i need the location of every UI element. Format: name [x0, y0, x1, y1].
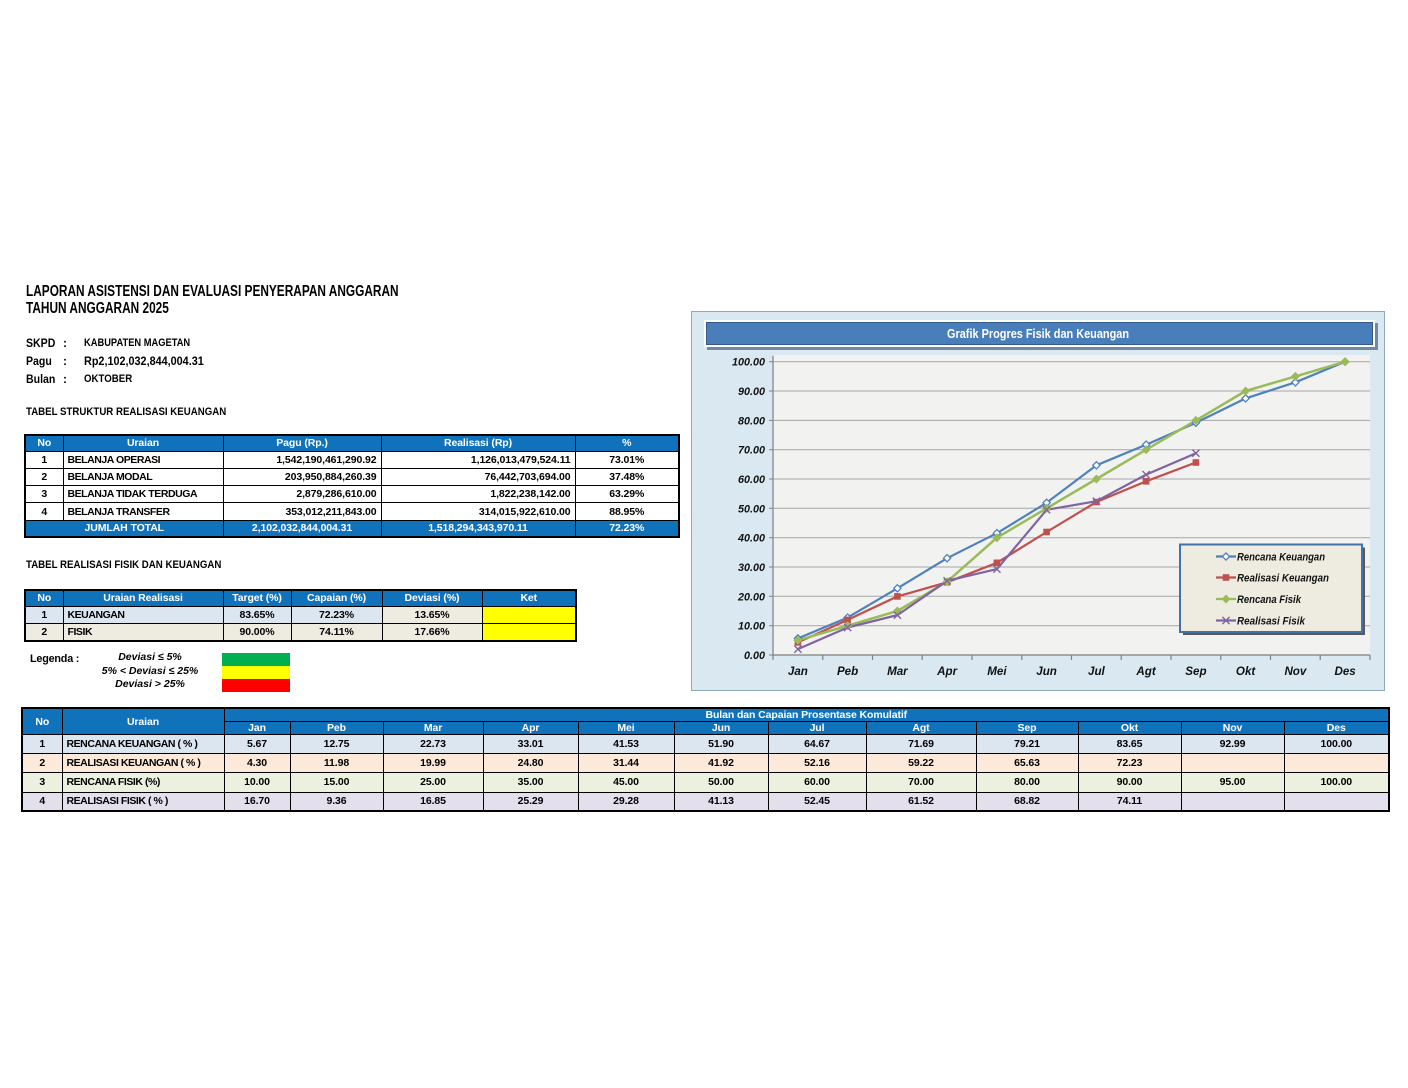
svg-text:Grafik Progres Fisik dan Keuan: Grafik Progres Fisik dan Keuangan — [947, 327, 1129, 341]
svg-text:50.00: 50.00 — [738, 503, 765, 515]
svg-text:Jun: Jun — [1036, 665, 1057, 678]
svg-text:Realisasi Keuangan: Realisasi Keuangan — [1237, 573, 1329, 585]
svg-text:70.00: 70.00 — [738, 445, 765, 457]
svg-text:10.00: 10.00 — [738, 621, 765, 633]
svg-text:Rencana Fisik: Rencana Fisik — [1237, 594, 1302, 606]
svg-text:Jul: Jul — [1088, 665, 1106, 678]
svg-text:Mei: Mei — [987, 665, 1007, 678]
svg-text:Agt: Agt — [1135, 665, 1156, 678]
svg-text:Realisasi Fisik: Realisasi Fisik — [1237, 616, 1306, 628]
svg-text:0.00: 0.00 — [744, 650, 765, 662]
svg-text:30.00: 30.00 — [738, 562, 765, 574]
svg-text:60.00: 60.00 — [738, 474, 765, 486]
svg-text:Des: Des — [1334, 665, 1356, 678]
svg-text:80.00: 80.00 — [738, 415, 765, 427]
svg-text:Nov: Nov — [1284, 665, 1306, 678]
svg-text:Rencana Keuangan: Rencana Keuangan — [1237, 552, 1325, 564]
svg-text:20.00: 20.00 — [737, 591, 765, 603]
svg-text:Okt: Okt — [1236, 665, 1256, 678]
svg-text:90.00: 90.00 — [738, 386, 765, 398]
svg-text:Jan: Jan — [788, 665, 808, 678]
svg-text:40.00: 40.00 — [737, 533, 765, 545]
svg-text:100.00: 100.00 — [732, 357, 765, 369]
svg-text:Peb: Peb — [837, 665, 858, 678]
svg-text:Apr: Apr — [936, 665, 958, 678]
svg-text:Mar: Mar — [887, 665, 909, 678]
svg-text:Sep: Sep — [1185, 665, 1206, 678]
